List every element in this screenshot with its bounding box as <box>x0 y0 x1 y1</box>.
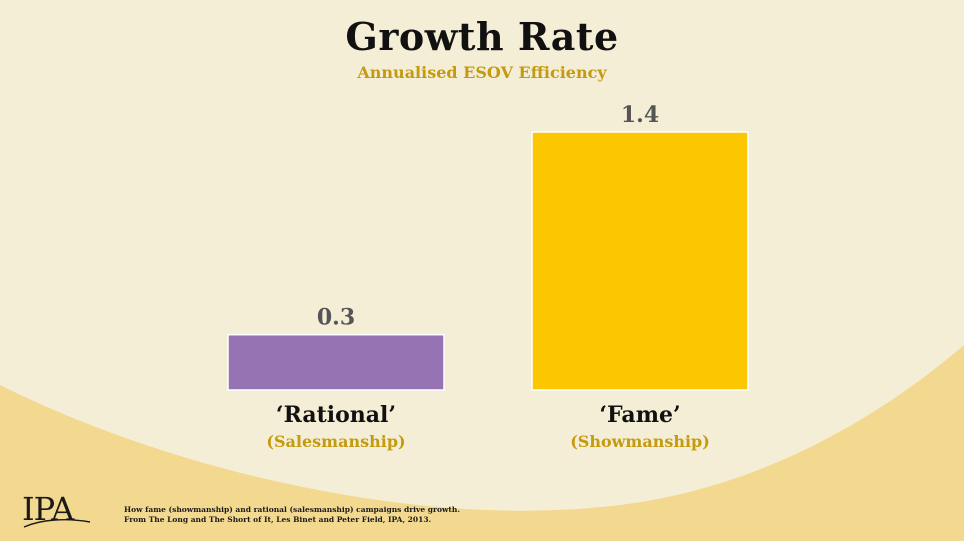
bar-1 <box>531 131 749 391</box>
footnote-line-1: How fame (showmanship) and rational (sal… <box>124 505 460 514</box>
chart-subtitle: Annualised ESOV Efficiency <box>357 63 607 82</box>
value-label-0: 0.3 <box>317 305 355 331</box>
value-label-1: 1.4 <box>621 102 659 128</box>
chart-title: Growth Rate <box>345 14 619 59</box>
ipa-logo-swoosh-icon <box>23 519 91 528</box>
wave-shape <box>0 345 964 541</box>
category-subtitle-salesmanship: (Salesmanship) <box>266 432 406 451</box>
category-label-rational: ‘Rational’ <box>275 402 397 428</box>
bar-0 <box>227 333 445 391</box>
category-label-fame: ‘Fame’ <box>599 402 681 428</box>
source-footnote: How fame (showmanship) and rational (sal… <box>124 505 460 525</box>
footnote-line-2: From The Long and The Short of It, Les B… <box>124 515 432 524</box>
category-subtitle-showmanship: (Showmanship) <box>570 432 710 451</box>
ipa-logo: IPA <box>22 490 74 528</box>
